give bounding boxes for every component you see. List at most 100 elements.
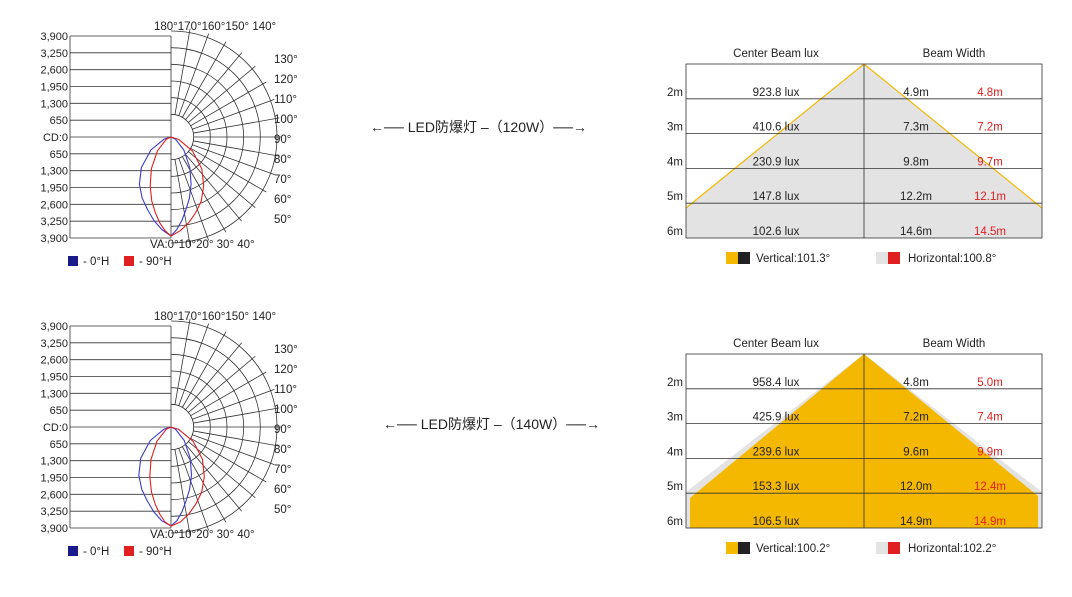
vertical-width-value: 4.9m (903, 87, 929, 99)
polar-radial-line (193, 407, 280, 424)
right-angle-label: 80° (274, 444, 291, 456)
header-center-beam-lux: Center Beam lux (733, 338, 819, 350)
legend-swatch-yellow (726, 542, 738, 554)
y-tick-label: 2,600 (40, 355, 68, 367)
legend-label-1: - 90°H (139, 256, 172, 268)
legend-swatch-red (888, 542, 900, 554)
beam-table-140w: Center Beam lux Beam Width 2m 958.4 lux 4.8m… (667, 338, 1043, 555)
y-tick-label: 1,950 (40, 473, 68, 485)
polar-radial-line (193, 140, 280, 157)
polar-radial-line (174, 28, 191, 115)
distance-label: 3m (667, 412, 683, 424)
polar-radial-line (192, 389, 275, 420)
legend-swatch-1 (124, 546, 134, 556)
distance-label: 2m (667, 87, 683, 99)
y-tick-label: 3,250 (40, 338, 68, 350)
bottom-angle-labels: VA:0°10°20° 30° 40° (150, 239, 255, 251)
y-tick-label: 650 (50, 405, 68, 417)
legend-swatch-0 (68, 546, 78, 556)
right-angle-label: 70° (274, 464, 291, 476)
polar-radial-line (185, 52, 243, 120)
polar-radial-line (193, 117, 280, 134)
y-tick-label: 1,950 (40, 372, 68, 384)
center-lux-value: 230.9 lux (753, 156, 800, 168)
vertical-width-value: 14.9m (900, 516, 932, 528)
distance-label: 4m (667, 156, 683, 168)
right-angle-label: 80° (274, 154, 291, 166)
center-lux-value: 425.9 lux (753, 412, 800, 424)
beam-table-120w: Center Beam lux Beam Width 2m 923.8 lux 4.9m… (667, 48, 1043, 265)
right-angle-label: 130° (274, 344, 298, 356)
distance-label: 2m (667, 377, 683, 389)
distance-label: 6m (667, 516, 683, 528)
y-tick-label: 1,950 (40, 82, 68, 94)
right-angle-label: 90° (274, 424, 291, 436)
legend-swatch-black (738, 252, 750, 264)
polar-radial-line (188, 441, 256, 499)
center-lux-value: 106.5 lux (753, 516, 800, 528)
polar-radial-line (188, 151, 256, 209)
y-tick-label: 3,250 (40, 48, 68, 60)
vertical-width-value: 14.6m (900, 226, 932, 238)
legend-label-0: - 0°H (83, 546, 109, 558)
distance-label: 5m (667, 481, 683, 493)
polar-radial-line (181, 41, 227, 118)
vertical-width-value: 12.2m (900, 191, 932, 203)
polar-radial-line (193, 430, 280, 447)
center-lux-value: 102.6 lux (753, 226, 800, 238)
y-tick-label: 650 (50, 439, 68, 451)
legend-label-1: - 90°H (139, 546, 172, 558)
vertical-width-value: 9.8m (903, 156, 929, 168)
horizontal-width-value: 14.9m (974, 516, 1006, 528)
polar-radial-line (192, 434, 275, 465)
y-tick-label: 3,900 (40, 523, 68, 535)
y-tick-label: 1,300 (40, 388, 68, 400)
horizontal-width-value: 9.7m (977, 156, 1003, 168)
horizontal-width-value: 12.1m (974, 191, 1006, 203)
polar-radial-line (174, 318, 191, 405)
polar-radial-line (192, 99, 275, 130)
y-tick-label: 3,900 (40, 31, 68, 43)
distance-label: 3m (667, 122, 683, 134)
legend-swatch-0 (68, 256, 78, 266)
polar-radial-line (181, 331, 227, 408)
polar-radial-line (178, 33, 209, 116)
legend-swatch-gray (876, 252, 888, 264)
legend-swatch-black (738, 542, 750, 554)
center-lux-value: 958.4 lux (753, 377, 800, 389)
polar-radial-line (185, 154, 243, 222)
legend-swatch-yellow (726, 252, 738, 264)
polar-radial-line (188, 355, 256, 413)
y-tick-label: 2,600 (40, 489, 68, 501)
y-tick-label: 2,600 (40, 65, 68, 77)
series-curve-90h (149, 136, 205, 237)
right-angle-label: 100° (274, 114, 298, 126)
polar-grid (69, 28, 281, 246)
series-curve-90h (149, 426, 205, 527)
vertical-width-value: 7.2m (903, 412, 929, 424)
right-angle-label: 120° (274, 364, 298, 376)
polar-radial-line (185, 342, 243, 410)
y-tick-label: 650 (50, 149, 68, 161)
center-lux-value: 239.6 lux (753, 446, 800, 458)
polar-radial-line (174, 159, 191, 246)
right-angle-label: 100° (274, 404, 298, 416)
right-angle-label: 50° (274, 214, 291, 226)
y-tick-label: 1,300 (40, 166, 68, 178)
right-angle-label: 110° (274, 94, 297, 106)
polar-radial-line (174, 449, 191, 536)
right-angle-label: 130° (274, 54, 298, 66)
distance-label: 5m (667, 191, 683, 203)
legend-swatch-1 (124, 256, 134, 266)
top-angle-labels: 180°170°160°150° 140° (154, 21, 276, 33)
polar-radial-line (178, 323, 209, 406)
header-beam-width: Beam Width (923, 48, 986, 60)
polar-radial-line (178, 448, 209, 531)
horizontal-width-value: 7.4m (977, 412, 1003, 424)
vertical-width-value: 4.8m (903, 377, 929, 389)
horizontal-width-value: 12.4m (974, 481, 1006, 493)
polar-chart-120w: 3,900 3,250 2,600 1,950 1,300 650 CD:0 650 1,300… (40, 21, 298, 268)
distance-label: 4m (667, 446, 683, 458)
horizontal-width-value: 4.8m (977, 87, 1003, 99)
y-tick-label: 3,900 (40, 321, 68, 333)
